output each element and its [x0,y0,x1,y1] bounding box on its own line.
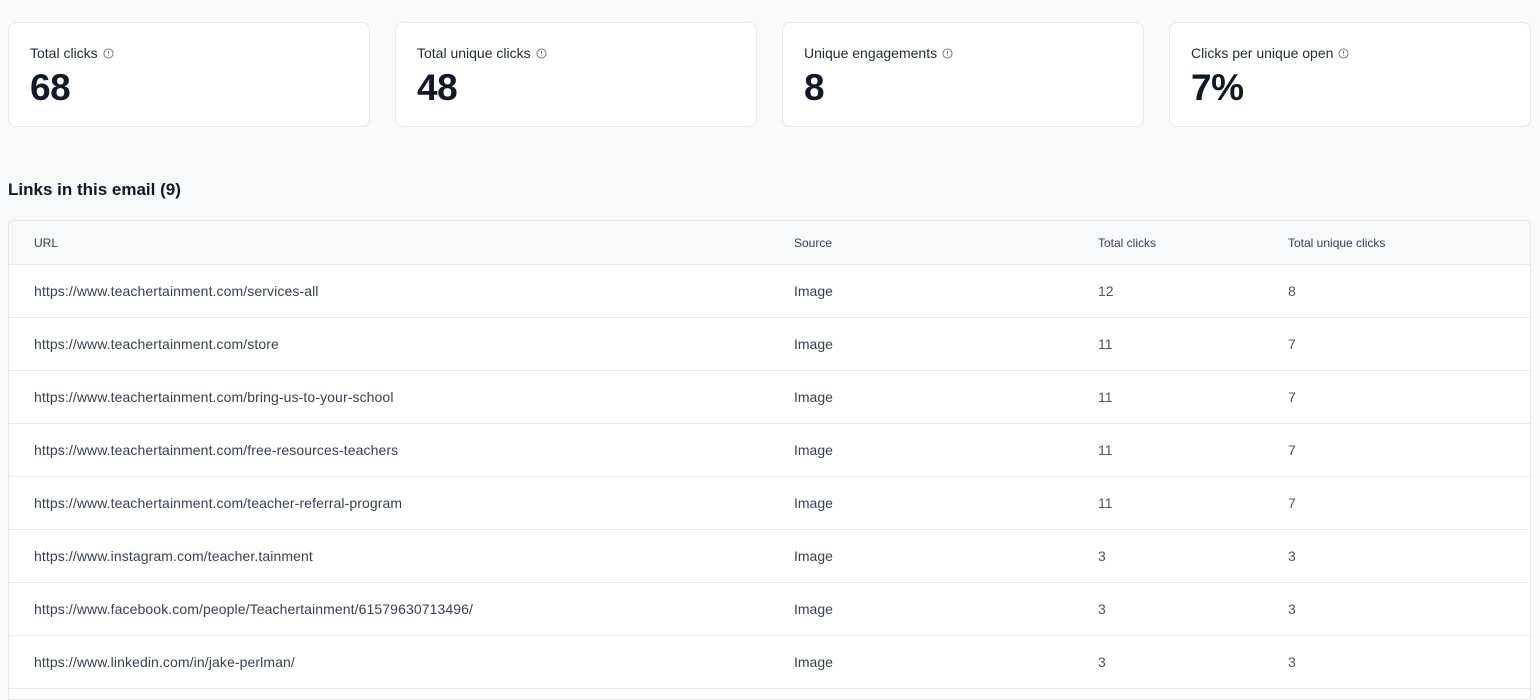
row-source: Image [794,283,833,299]
row-total-clicks: 3 [1098,548,1106,564]
row-unique-clicks: 3 [1288,654,1296,670]
info-icon[interactable] [942,47,953,59]
row-total-clicks: 11 [1098,389,1113,405]
stat-label: Total unique clicks [417,45,531,61]
row-unique-clicks: 3 [1288,548,1296,564]
row-total-clicks: 11 [1098,336,1113,352]
row-url[interactable]: https://www.facebook.com/people/Teachert… [34,601,474,617]
row-url[interactable]: https://www.teachertainment.com/store [34,336,279,352]
stat-value: 68 [30,67,71,108]
row-source: Image [794,495,833,511]
stat-value: 8 [804,67,825,108]
links-section-title: Links in this email (9) [8,180,181,199]
table-header: URL Source Total clicks Total unique cli… [9,221,1530,265]
row-total-clicks: 11 [1098,442,1113,458]
row-source: Image [794,336,833,352]
row-source: Image [794,548,833,564]
column-header-total-unique-clicks[interactable]: Total unique clicks [1288,235,1386,250]
row-unique-clicks: 3 [1288,601,1296,617]
stat-value: 7% [1191,67,1244,108]
row-url[interactable]: https://www.teachertainment.com/bring-us… [34,389,394,405]
table-row: https://www.teachertainment.com/free-res… [9,424,1530,477]
stat-card-unique-engagements: Unique engagements 8 [782,22,1144,127]
row-unique-clicks: 7 [1288,336,1296,352]
table-row: https://www.teachertainment.com/teacher-… [9,477,1530,530]
table-row: https://www.teachertainment.com/services… [9,265,1530,318]
row-url[interactable]: https://www.instagram.com/teacher.tainme… [34,548,313,564]
stat-value: 48 [417,67,458,108]
row-unique-clicks: 7 [1288,389,1296,405]
row-source: Image [794,389,833,405]
row-total-clicks: 3 [1098,654,1106,670]
row-url[interactable]: https://www.teachertainment.com/services… [34,283,319,299]
row-total-clicks: 3 [1098,601,1106,617]
row-source: Image [794,442,833,458]
row-unique-clicks: 7 [1288,442,1296,458]
row-url[interactable]: https://www.linkedin.com/in/jake-perlman… [34,654,295,670]
column-header-source[interactable]: Source [794,235,833,250]
row-source: Image [794,601,833,617]
table-row: https://www.linkedin.com/in/jake-perlman… [9,636,1530,689]
stat-label: Total clicks [30,45,98,61]
table-row: https://www.instagram.com/teacher.tainme… [9,530,1530,583]
row-url[interactable]: https://www.teachertainment.com/free-res… [34,442,399,458]
stat-card-total-clicks: Total clicks 68 [8,22,370,127]
row-unique-clicks: 7 [1288,495,1296,511]
info-icon[interactable] [103,47,114,59]
info-icon[interactable] [536,47,547,59]
stats-row: Total clicks 68 Total unique clicks 48 U… [8,22,1531,127]
row-total-clicks: 12 [1098,283,1114,299]
stat-card-clicks-per-unique-open: Clicks per unique open 7% [1169,22,1531,127]
table-row: https://www.teachertainment.com/bring-us… [9,371,1530,424]
table-row: https://www.facebook.com/people/Teachert… [9,583,1530,636]
row-total-clicks: 11 [1098,495,1113,511]
links-table: URL Source Total clicks Total unique cli… [8,220,1531,700]
info-icon[interactable] [1338,47,1349,59]
row-url[interactable]: https://www.teachertainment.com/teacher-… [34,495,403,511]
row-source: Image [794,654,833,670]
table-row: https://www.teachertainment.com/store Im… [9,318,1530,371]
column-header-total-clicks[interactable]: Total clicks [1098,235,1157,250]
stat-label: Unique engagements [804,45,938,61]
stat-label: Clicks per unique open [1191,45,1334,61]
column-header-url[interactable]: URL [34,235,59,250]
stat-card-total-unique-clicks: Total unique clicks 48 [395,22,757,127]
row-unique-clicks: 8 [1288,283,1296,299]
